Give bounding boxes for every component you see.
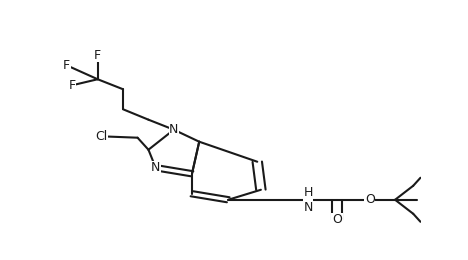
Text: N: N bbox=[151, 161, 161, 174]
Text: F: F bbox=[63, 59, 70, 72]
Text: H
N: H N bbox=[303, 186, 313, 214]
Text: F: F bbox=[94, 49, 101, 62]
Text: F: F bbox=[69, 79, 76, 92]
Text: Cl: Cl bbox=[95, 130, 108, 143]
Text: O: O bbox=[365, 193, 375, 206]
Text: O: O bbox=[332, 213, 342, 226]
Text: N: N bbox=[169, 123, 178, 136]
